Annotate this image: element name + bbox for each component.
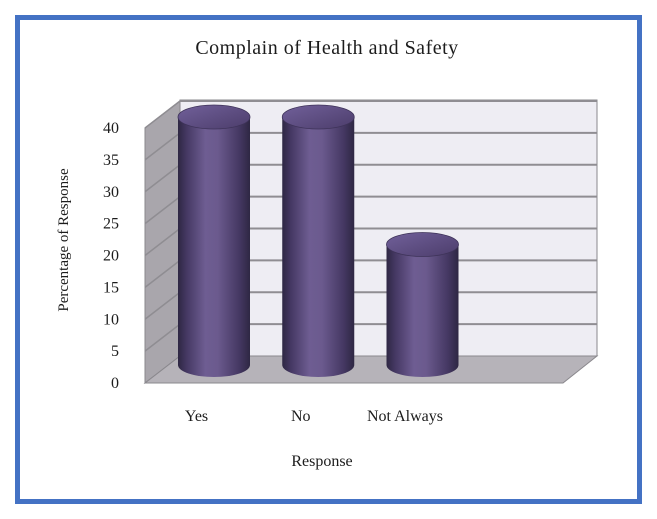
x-axis-category-labels: Yes No Not Always	[185, 408, 443, 425]
bar-cylinder-no	[281, 104, 355, 377]
x-category-label: Not Always	[367, 408, 443, 425]
y-tick-label: 15	[103, 279, 119, 296]
gridline-side	[144, 100, 181, 129]
gridline-side	[144, 227, 181, 257]
y-tick-label: 5	[111, 343, 119, 360]
y-tick-label: 35	[103, 152, 119, 169]
y-tick-label: 20	[103, 248, 119, 265]
x-category-label: Yes	[185, 408, 208, 425]
y-axis-tick-labels: 0 5 10 15 20 25 30 35 40	[103, 120, 119, 392]
cylinder-body	[386, 244, 459, 377]
cylinder-body	[178, 117, 250, 377]
cylinder-body	[282, 117, 355, 377]
side-wall-gridlines	[144, 100, 181, 352]
gridline-side	[144, 291, 181, 320]
y-tick-label: 30	[103, 184, 119, 201]
gridline-side	[144, 132, 181, 161]
y-tick-label: 25	[103, 216, 119, 233]
cylinder-top	[177, 104, 251, 130]
gridline-side	[144, 196, 181, 225]
bar-cylinder-not-always	[386, 232, 459, 377]
y-axis-title: Percentage of Response	[56, 168, 72, 312]
gridline-side	[144, 164, 181, 193]
chart-frame-border	[15, 15, 642, 504]
x-axis-title: Response	[291, 453, 352, 470]
bar-cylinder-yes	[177, 104, 251, 377]
y-tick-label: 40	[103, 120, 119, 137]
floor	[143, 355, 599, 384]
chart-title: Complain of Health and Safety	[195, 37, 458, 59]
gridline-side	[144, 323, 181, 352]
y-tick-label: 10	[103, 311, 119, 328]
bar-series	[177, 104, 459, 377]
gridline-side	[144, 259, 181, 288]
cylinder-top	[281, 104, 355, 130]
y-tick-label: 0	[111, 375, 119, 392]
x-category-label: No	[291, 408, 311, 425]
cylinder-top	[386, 232, 459, 257]
